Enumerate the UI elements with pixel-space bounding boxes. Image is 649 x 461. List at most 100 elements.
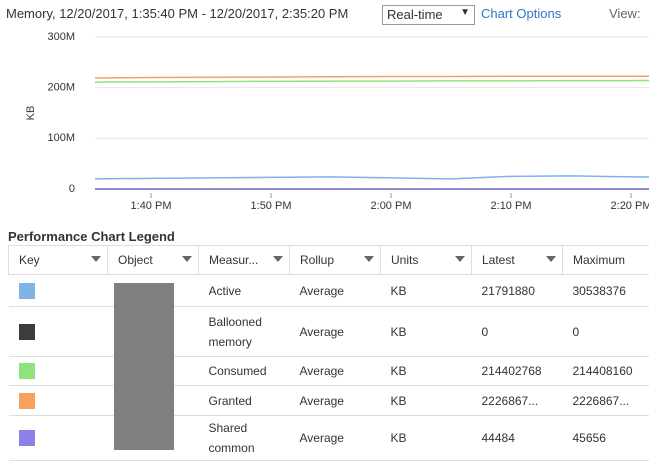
- cell: Average: [290, 416, 381, 461]
- cell: KB: [381, 357, 472, 386]
- column-label: Maximum: [573, 253, 625, 267]
- cell-text: Average: [300, 322, 371, 342]
- cell-text: Average: [300, 361, 371, 381]
- cell-text: 2226867...: [573, 391, 649, 411]
- column-label: Key: [19, 253, 40, 267]
- column-header: Units: [381, 246, 472, 275]
- filter-icon[interactable]: [273, 256, 283, 262]
- key-swatch: [19, 283, 35, 299]
- column-header: Object: [108, 246, 199, 275]
- cell: Average: [290, 275, 381, 307]
- legend-row: Active Average KB 21791880 30538376: [9, 275, 649, 307]
- cell: Shared common: [199, 416, 290, 461]
- column-label: Measur...: [209, 253, 258, 267]
- cell-text: 0: [482, 322, 553, 342]
- legend-row: Granted Average KB 2226867... 2226867...: [9, 386, 649, 416]
- cell: 21791880: [472, 275, 563, 307]
- legend-table: Key Object Measur... Rollup Units Latest Maxim…: [8, 245, 649, 461]
- cell-text: Active: [209, 281, 269, 301]
- cell: Average: [290, 386, 381, 416]
- key-cell: [9, 416, 108, 461]
- cell-text: 0: [573, 322, 649, 342]
- legend-row: Consumed Average KB 214402768 214408160: [9, 357, 649, 386]
- cell-text: 214402768: [482, 361, 553, 381]
- column-header: Rollup: [290, 246, 381, 275]
- cell-text: Consumed: [209, 361, 269, 381]
- column-header: Key: [9, 246, 108, 275]
- column-label: Rollup: [300, 253, 334, 267]
- column-header: Maximum: [563, 246, 649, 275]
- column-label: Units: [391, 253, 418, 267]
- key-cell: [9, 275, 108, 307]
- filter-icon[interactable]: [455, 256, 465, 262]
- cell: 30538376: [563, 275, 649, 307]
- key-cell: [9, 357, 108, 386]
- cell-text: Average: [300, 281, 371, 301]
- cell: Average: [290, 357, 381, 386]
- column-header: Latest: [472, 246, 563, 275]
- cell: Consumed: [199, 357, 290, 386]
- filter-icon[interactable]: [91, 256, 101, 262]
- cell-text: 21791880: [482, 281, 553, 301]
- cell-text: KB: [391, 391, 462, 411]
- cell: Average: [290, 307, 381, 357]
- column-label: Latest: [482, 253, 515, 267]
- cell: Granted: [199, 386, 290, 416]
- key-cell: [9, 386, 108, 416]
- filter-icon[interactable]: [182, 256, 192, 262]
- cell: 214402768: [472, 357, 563, 386]
- cell: 2226867...: [563, 386, 649, 416]
- x-tick-label: 1:50 PM: [251, 200, 292, 212]
- cell: Ballooned memory: [199, 307, 290, 357]
- key-swatch: [19, 324, 35, 340]
- cell: 0: [472, 307, 563, 357]
- x-tick-label: 2:20 PM: [611, 200, 649, 212]
- cell: KB: [381, 386, 472, 416]
- y-tick-label: 100M: [47, 132, 75, 144]
- key-swatch: [19, 430, 35, 446]
- cell-text: KB: [391, 428, 462, 448]
- y-tick-label: 0: [69, 183, 75, 195]
- cell-text: KB: [391, 361, 462, 381]
- cell-text: Shared common: [209, 418, 269, 458]
- cell-text: 44484: [482, 428, 553, 448]
- cell-text: 45656: [573, 428, 649, 448]
- cell: 0: [563, 307, 649, 357]
- series-line: [91, 176, 649, 179]
- filter-icon[interactable]: [364, 256, 374, 262]
- cell: 45656: [563, 416, 649, 461]
- cell-text: Granted: [209, 391, 269, 411]
- cell: 2226867...: [472, 386, 563, 416]
- key-cell: [9, 307, 108, 357]
- filter-icon[interactable]: [546, 256, 556, 262]
- series-line: [91, 80, 649, 82]
- plot-area: [91, 76, 649, 189]
- cell-text: 214408160: [573, 361, 649, 381]
- x-tick-label: 2:10 PM: [491, 200, 532, 212]
- x-tick-label: 1:40 PM: [131, 200, 172, 212]
- legend-title: Performance Chart Legend: [8, 229, 175, 244]
- cell-text: 2226867...: [482, 391, 553, 411]
- column-label: Object: [118, 253, 153, 267]
- cell-text: KB: [391, 322, 462, 342]
- cell-text: Ballooned memory: [209, 312, 269, 352]
- column-header: Measur...: [199, 246, 290, 275]
- y-tick-label: 200M: [47, 82, 75, 94]
- x-tick-label: 2:00 PM: [371, 200, 412, 212]
- cell-text: 30538376: [573, 281, 649, 301]
- cell: KB: [381, 416, 472, 461]
- cell-text: Average: [300, 428, 371, 448]
- cell-text: KB: [391, 281, 462, 301]
- key-swatch: [19, 363, 35, 379]
- header-row: Key Object Measur... Rollup Units Latest Maxim…: [9, 246, 649, 275]
- cell: KB: [381, 307, 472, 357]
- cell: 214408160: [563, 357, 649, 386]
- cell-text: Average: [300, 391, 371, 411]
- cell: 44484: [472, 416, 563, 461]
- key-swatch: [19, 393, 35, 409]
- cell: KB: [381, 275, 472, 307]
- cell: Active: [199, 275, 290, 307]
- redacted-object: [114, 283, 174, 450]
